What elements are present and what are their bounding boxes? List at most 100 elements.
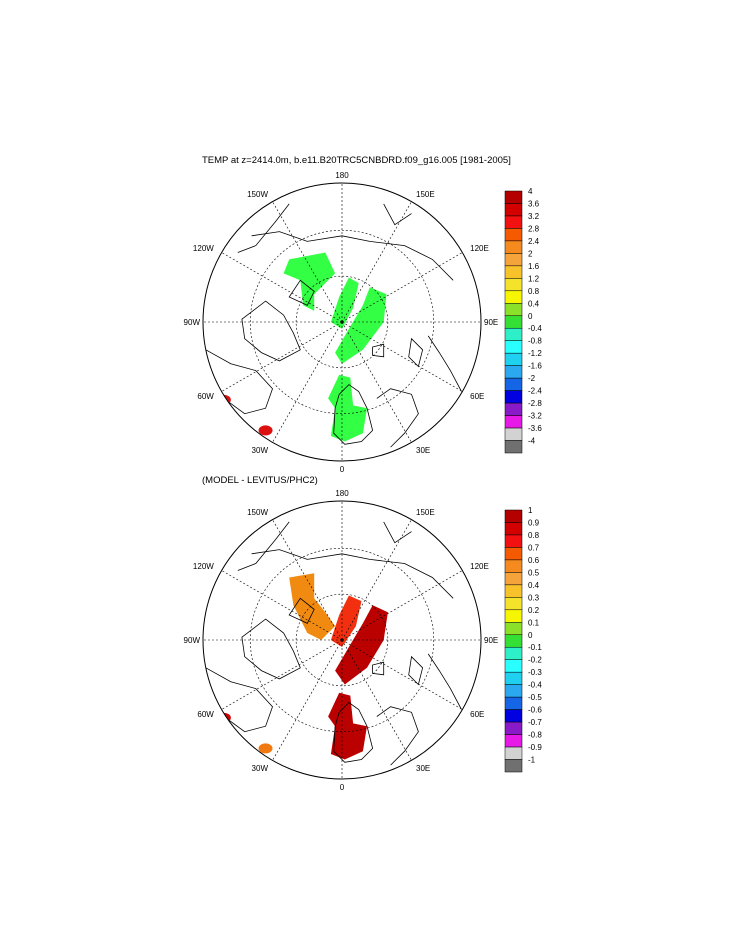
longitude-label: 120E xyxy=(470,244,489,253)
colorbar-label: 0.3 xyxy=(528,593,540,602)
colorbar-swatch xyxy=(504,759,523,773)
coastline xyxy=(376,706,419,766)
coastline xyxy=(333,701,374,763)
colorbar-label: -3.6 xyxy=(528,424,542,433)
colorbar-swatch xyxy=(504,522,523,536)
colorbar-swatch xyxy=(504,597,523,611)
colorbar-label: -4 xyxy=(528,437,536,446)
field-region-2 xyxy=(330,595,362,647)
longitude-label: 90E xyxy=(484,636,498,645)
longitude-label: 30W xyxy=(252,446,269,455)
colorbar-label: -1.6 xyxy=(528,362,542,371)
longitude-label: 30E xyxy=(416,764,430,773)
colorbar-label: -2.4 xyxy=(528,387,542,396)
colorbar-swatch xyxy=(504,622,523,636)
longitude-label: 180 xyxy=(335,171,349,180)
colorbar-label: 0.8 xyxy=(528,287,540,296)
coastline xyxy=(372,343,385,358)
longitude-label: 120W xyxy=(193,244,214,253)
edge-field-patch xyxy=(258,425,273,436)
edge-field-patch xyxy=(258,743,273,754)
colorbar-label: 0.7 xyxy=(528,543,540,552)
field-region-3 xyxy=(335,605,388,685)
field-region-1 xyxy=(289,573,336,640)
coastline xyxy=(251,549,454,599)
colorbar-label: -0.4 xyxy=(528,681,542,690)
colorbar-swatch xyxy=(504,584,523,598)
meridian-line xyxy=(341,201,412,323)
colorbar-label: 4 xyxy=(528,187,533,196)
colorbar-swatch xyxy=(504,634,523,648)
colorbar-label: -1 xyxy=(528,756,536,765)
colorbar-label: 1.6 xyxy=(528,262,540,271)
coastline xyxy=(205,349,273,415)
coastline xyxy=(237,203,290,253)
colorbar-label: 1 xyxy=(528,506,533,515)
colorbar-swatch xyxy=(504,709,523,723)
longitude-label: 90W xyxy=(184,636,201,645)
colorbar-swatch xyxy=(504,671,523,685)
coastline xyxy=(333,384,374,445)
coastline xyxy=(205,667,273,733)
colorbar-swatch xyxy=(504,547,523,561)
longitude-label: 120W xyxy=(193,562,214,571)
colorbar-swatch xyxy=(504,696,523,710)
colorbar-label: -0.4 xyxy=(528,324,542,333)
colorbar-label: 0.9 xyxy=(528,518,540,527)
colorbar-label: 3.6 xyxy=(528,199,540,208)
colorbar-label: 0 xyxy=(528,312,533,321)
coastline xyxy=(427,335,462,392)
longitude-label: 120E xyxy=(470,562,489,571)
colorbar-label: 3.2 xyxy=(528,212,540,221)
meridian-line xyxy=(221,252,343,323)
colorbar-swatch xyxy=(504,646,523,660)
colorbar-swatch xyxy=(504,534,523,548)
colorbar-label: -2 xyxy=(528,374,536,383)
longitude-label: 0 xyxy=(340,783,345,792)
colorbar-swatch xyxy=(504,746,523,760)
panel-2-title: (MODEL - LEVITUS/PHC2) xyxy=(202,475,318,486)
meridian-line xyxy=(272,639,343,761)
longitude-label: 30E xyxy=(416,446,430,455)
field-region-1 xyxy=(283,252,336,311)
map-content xyxy=(203,183,481,461)
colorbar-label: -0.9 xyxy=(528,743,542,752)
colorbar-label: -1.2 xyxy=(528,349,542,358)
meridian-line xyxy=(272,201,343,323)
longitude-label: 90E xyxy=(484,318,498,327)
colorbar-label: -0.1 xyxy=(528,643,542,652)
latitude-circle xyxy=(249,547,435,733)
coastline xyxy=(408,655,424,686)
meridian-line xyxy=(341,639,463,710)
colorbar-swatch xyxy=(504,559,523,573)
meridian-line xyxy=(272,321,343,443)
longitude-label: 150W xyxy=(247,508,268,517)
colorbar-label: 0.5 xyxy=(528,568,540,577)
map-content xyxy=(203,501,481,779)
map-boundary xyxy=(202,500,482,780)
meridian-line xyxy=(341,321,412,443)
coastline xyxy=(241,618,301,680)
longitude-label: 150E xyxy=(416,508,435,517)
colorbar-swatch xyxy=(504,572,523,586)
colorbar-label: 0.2 xyxy=(528,606,540,615)
colorbar-swatch xyxy=(504,440,523,454)
colorbar-label: 0.8 xyxy=(528,531,540,540)
longitude-label: 60E xyxy=(470,392,484,401)
panel-1-title: TEMP at z=2414.0m, b.e11.B20TRC5CNBDRD.f… xyxy=(202,155,511,166)
field-region-3 xyxy=(335,287,387,364)
meridian-line xyxy=(272,519,343,641)
colorbar-label: -3.2 xyxy=(528,412,542,421)
meridian-line xyxy=(341,321,463,392)
field-region-2 xyxy=(330,277,359,329)
longitude-label: 60E xyxy=(470,710,484,719)
meridian-line xyxy=(221,321,343,392)
longitude-label: 0 xyxy=(340,465,345,474)
coastline xyxy=(251,231,454,281)
coastline xyxy=(383,521,412,544)
colorbar-label: -0.2 xyxy=(528,656,542,665)
longitude-label: 60W xyxy=(197,710,214,719)
coastline xyxy=(237,521,290,571)
